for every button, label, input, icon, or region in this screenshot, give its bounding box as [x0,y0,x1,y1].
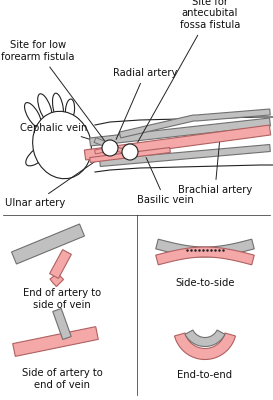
Ellipse shape [38,94,52,122]
Text: Side-to-side: Side-to-side [175,278,235,288]
Text: Site for low
forearm fistula: Site for low forearm fistula [1,40,108,146]
Ellipse shape [52,93,64,121]
Text: Side of artery to
end of vein: Side of artery to end of vein [22,368,102,390]
Text: Basilic vein: Basilic vein [136,158,193,205]
Circle shape [102,140,118,156]
Ellipse shape [26,144,50,166]
Text: End-to-end: End-to-end [177,370,233,380]
Polygon shape [185,330,225,346]
Polygon shape [50,250,72,278]
Text: Radial artery: Radial artery [113,68,177,140]
Polygon shape [90,148,170,162]
Text: Site for
antecubital
fossa fistula: Site for antecubital fossa fistula [136,0,240,144]
Polygon shape [119,109,270,138]
Polygon shape [156,247,254,265]
Ellipse shape [33,111,91,179]
Polygon shape [13,327,98,356]
Text: End of artery to
side of vein: End of artery to side of vein [23,288,101,310]
Polygon shape [50,273,64,286]
Polygon shape [156,239,254,257]
Polygon shape [84,125,271,160]
Text: Ulnar artery: Ulnar artery [5,160,98,208]
Polygon shape [94,138,112,150]
Ellipse shape [25,102,41,128]
Circle shape [122,144,138,160]
Text: Cephalic vein: Cephalic vein [20,123,89,139]
Polygon shape [116,147,124,153]
Polygon shape [53,308,71,340]
Text: Brachial artery: Brachial artery [178,140,252,195]
Polygon shape [95,146,111,154]
Polygon shape [100,144,270,166]
Polygon shape [11,224,84,264]
Ellipse shape [66,99,75,121]
Polygon shape [174,333,236,360]
Polygon shape [90,118,271,146]
